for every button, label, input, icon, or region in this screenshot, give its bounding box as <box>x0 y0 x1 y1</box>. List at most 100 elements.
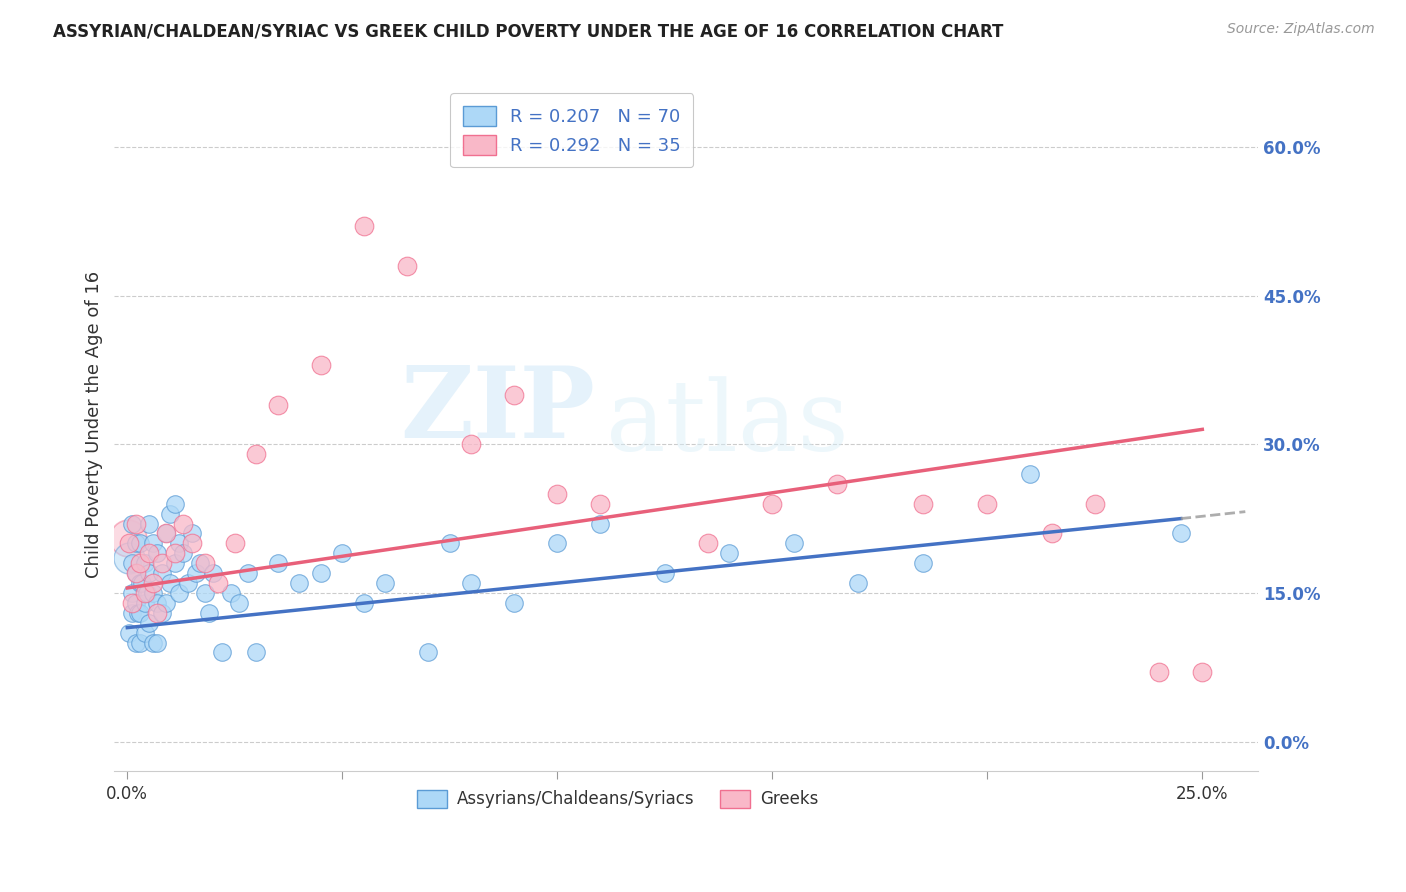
Point <box>142 586 165 600</box>
Point <box>134 556 156 570</box>
Point <box>134 586 156 600</box>
Point <box>418 645 440 659</box>
Point <box>202 566 225 581</box>
Text: Source: ZipAtlas.com: Source: ZipAtlas.com <box>1227 22 1375 37</box>
Point <box>172 546 194 560</box>
Y-axis label: Child Poverty Under the Age of 16: Child Poverty Under the Age of 16 <box>86 271 103 578</box>
Point <box>155 526 177 541</box>
Point <box>146 635 169 649</box>
Point <box>211 645 233 659</box>
Point <box>245 447 267 461</box>
Point <box>309 358 332 372</box>
Point <box>121 556 143 570</box>
Point <box>353 596 375 610</box>
Point <box>118 625 141 640</box>
Point <box>267 398 290 412</box>
Point <box>198 606 221 620</box>
Point <box>118 536 141 550</box>
Point <box>172 516 194 531</box>
Point <box>546 536 568 550</box>
Point <box>184 566 207 581</box>
Point <box>125 566 148 581</box>
Point <box>194 556 217 570</box>
Point <box>121 606 143 620</box>
Point <box>121 586 143 600</box>
Point <box>654 566 676 581</box>
Point <box>121 596 143 610</box>
Point <box>155 596 177 610</box>
Point <box>159 507 181 521</box>
Point <box>125 566 148 581</box>
Point <box>167 536 190 550</box>
Point <box>121 516 143 531</box>
Point <box>374 576 396 591</box>
Point <box>180 536 202 550</box>
Point <box>267 556 290 570</box>
Point <box>127 606 149 620</box>
Text: ASSYRIAN/CHALDEAN/SYRIAC VS GREEK CHILD POVERTY UNDER THE AGE OF 16 CORRELATION : ASSYRIAN/CHALDEAN/SYRIAC VS GREEK CHILD … <box>53 22 1004 40</box>
Text: atlas: atlas <box>606 376 849 472</box>
Point <box>125 596 148 610</box>
Point <box>224 536 246 550</box>
Point <box>163 546 186 560</box>
Point <box>460 437 482 451</box>
Point <box>138 546 160 560</box>
Point <box>129 576 152 591</box>
Point <box>1170 526 1192 541</box>
Point <box>288 576 311 591</box>
Point <box>207 576 229 591</box>
Point <box>589 516 612 531</box>
Point <box>846 576 869 591</box>
Point <box>1084 497 1107 511</box>
Point <box>546 487 568 501</box>
Point <box>159 576 181 591</box>
Point <box>163 497 186 511</box>
Point <box>783 536 806 550</box>
Point <box>167 586 190 600</box>
Point <box>138 516 160 531</box>
Point <box>825 476 848 491</box>
Point <box>228 596 250 610</box>
Point <box>135 586 157 600</box>
Point <box>460 576 482 591</box>
Point <box>1149 665 1171 680</box>
Point <box>125 536 148 550</box>
Point <box>309 566 332 581</box>
Point <box>125 516 148 531</box>
Point <box>138 566 160 581</box>
Point <box>125 635 148 649</box>
Point <box>330 546 353 560</box>
Text: ZIP: ZIP <box>399 362 595 459</box>
Point <box>129 556 152 570</box>
Point <box>439 536 461 550</box>
Point <box>696 536 718 550</box>
Point <box>503 387 526 401</box>
Point <box>395 259 418 273</box>
Point <box>1040 526 1063 541</box>
Point <box>146 606 169 620</box>
Point <box>134 596 156 610</box>
Point <box>180 526 202 541</box>
Point <box>146 546 169 560</box>
Point <box>245 645 267 659</box>
Point <box>194 586 217 600</box>
Point <box>155 526 177 541</box>
Point <box>142 536 165 550</box>
Point <box>150 566 173 581</box>
Point <box>911 497 934 511</box>
Point <box>1019 467 1042 481</box>
Point <box>176 576 198 591</box>
Point <box>911 556 934 570</box>
Point <box>1191 665 1213 680</box>
Point <box>761 497 783 511</box>
Point <box>503 596 526 610</box>
Point <box>134 625 156 640</box>
Point <box>236 566 259 581</box>
Point <box>976 497 998 511</box>
Point <box>129 635 152 649</box>
Point <box>718 546 741 560</box>
Point <box>150 606 173 620</box>
Point <box>589 497 612 511</box>
Point <box>150 556 173 570</box>
Point <box>129 536 152 550</box>
